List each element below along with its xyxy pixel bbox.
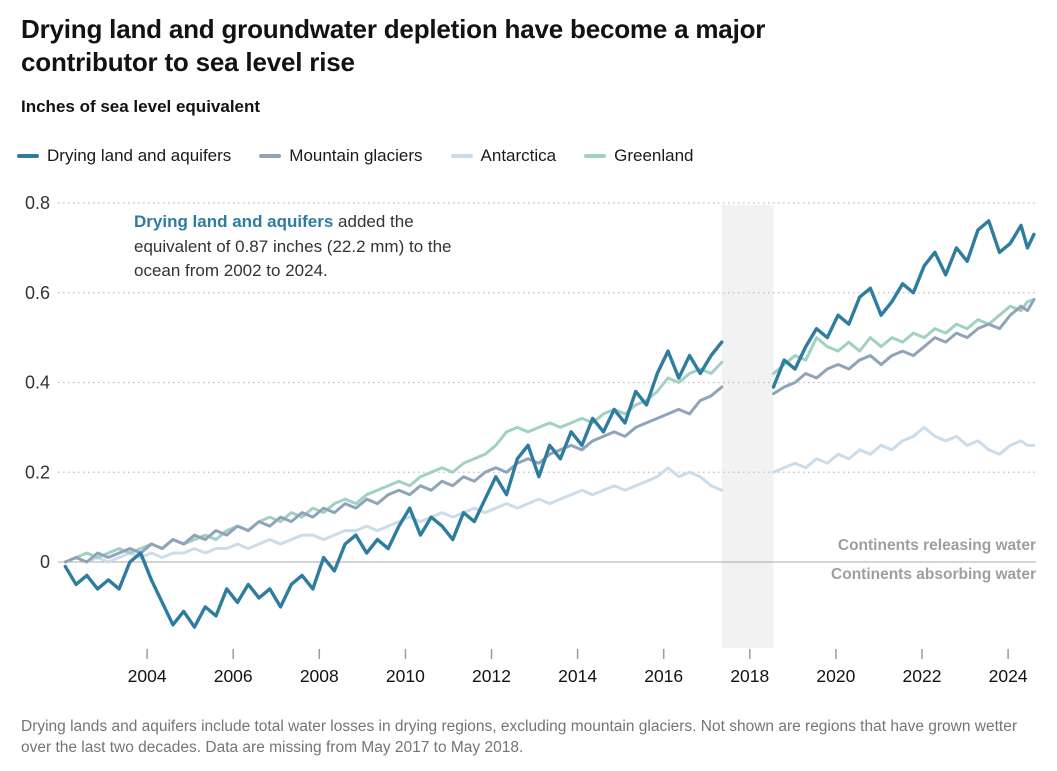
legend-swatch-drying-land [17,154,39,158]
series-line-mountain-glaciers [771,297,1036,396]
zone-label-absorbing-water: Continents absorbing water [831,566,1036,583]
x-tick-label: 2012 [472,666,511,686]
series-line-drying-land-and-aquifers [63,340,724,629]
x-tick-label: 2020 [816,666,855,686]
y-tick-label: 0.6 [25,283,50,303]
x-tick-label: 2014 [558,666,597,686]
x-tick-label: 2010 [386,666,425,686]
series-line-antarctica [63,466,724,564]
x-tick-label: 2004 [128,666,167,686]
chart-legend: Drying land and aquifers Mountain glacie… [17,146,694,166]
series-line-drying-land-and-aquifers [771,219,1036,389]
y-tick-label: 0.8 [25,193,50,213]
annotation-lead: Drying land and aquifers [134,212,334,231]
x-tick-label: 2018 [730,666,769,686]
legend-label-greenland: Greenland [614,146,694,165]
page-title: Drying land and groundwater depletion ha… [21,13,981,79]
chart-subtitle: Inches of sea level equivalent [21,97,261,116]
legend-swatch-antarctica [450,154,473,158]
legend-item-drying-land: Drying land and aquifers [17,146,231,166]
series-line-mountain-glaciers [63,385,724,564]
sea-level-chart: 0 0.2 0.4 0.6 0.8 2004 2006 2008 2010 2012 2014 201… [25,193,1036,686]
legend-label-mountain-glaciers: Mountain glaciers [289,146,423,165]
page-title-line1: Drying land and groundwater depletion ha… [21,14,766,44]
zone-label-releasing-water: Continents releasing water [837,537,1036,554]
chart-footnote: Drying lands and aquifers include total … [21,718,1017,756]
x-tick-label: 2024 [989,666,1028,686]
series-line-greenland [771,297,1036,376]
legend-swatch-mountain-glaciers [259,154,282,158]
legend-item-mountain-glaciers: Mountain glaciers [259,146,423,166]
legend-item-greenland: Greenland [584,146,694,166]
page-title-line2: contributor to sea level rise [21,47,355,77]
series-line-greenland [63,360,724,564]
legend-label-drying-land: Drying land and aquifers [47,146,232,165]
x-tick-label: 2006 [214,666,253,686]
y-tick-label: 0 [40,552,50,572]
legend-label-antarctica: Antarctica [480,146,557,165]
missing-data-band [721,205,774,648]
legend-item-antarctica: Antarctica [450,146,557,166]
x-tick-label: 2008 [300,666,339,686]
chart-annotation: Drying land and aquifers added the equiv… [134,210,464,284]
legend-swatch-greenland [584,154,607,158]
y-tick-label: 0.4 [25,373,50,393]
annotation-rest: added the equivalent of 0.87 inches (22.… [134,212,452,280]
x-tick-label: 2016 [644,666,683,686]
x-tick-label: 2022 [903,666,942,686]
series-line-antarctica [771,425,1036,474]
y-tick-label: 0.2 [25,462,50,482]
